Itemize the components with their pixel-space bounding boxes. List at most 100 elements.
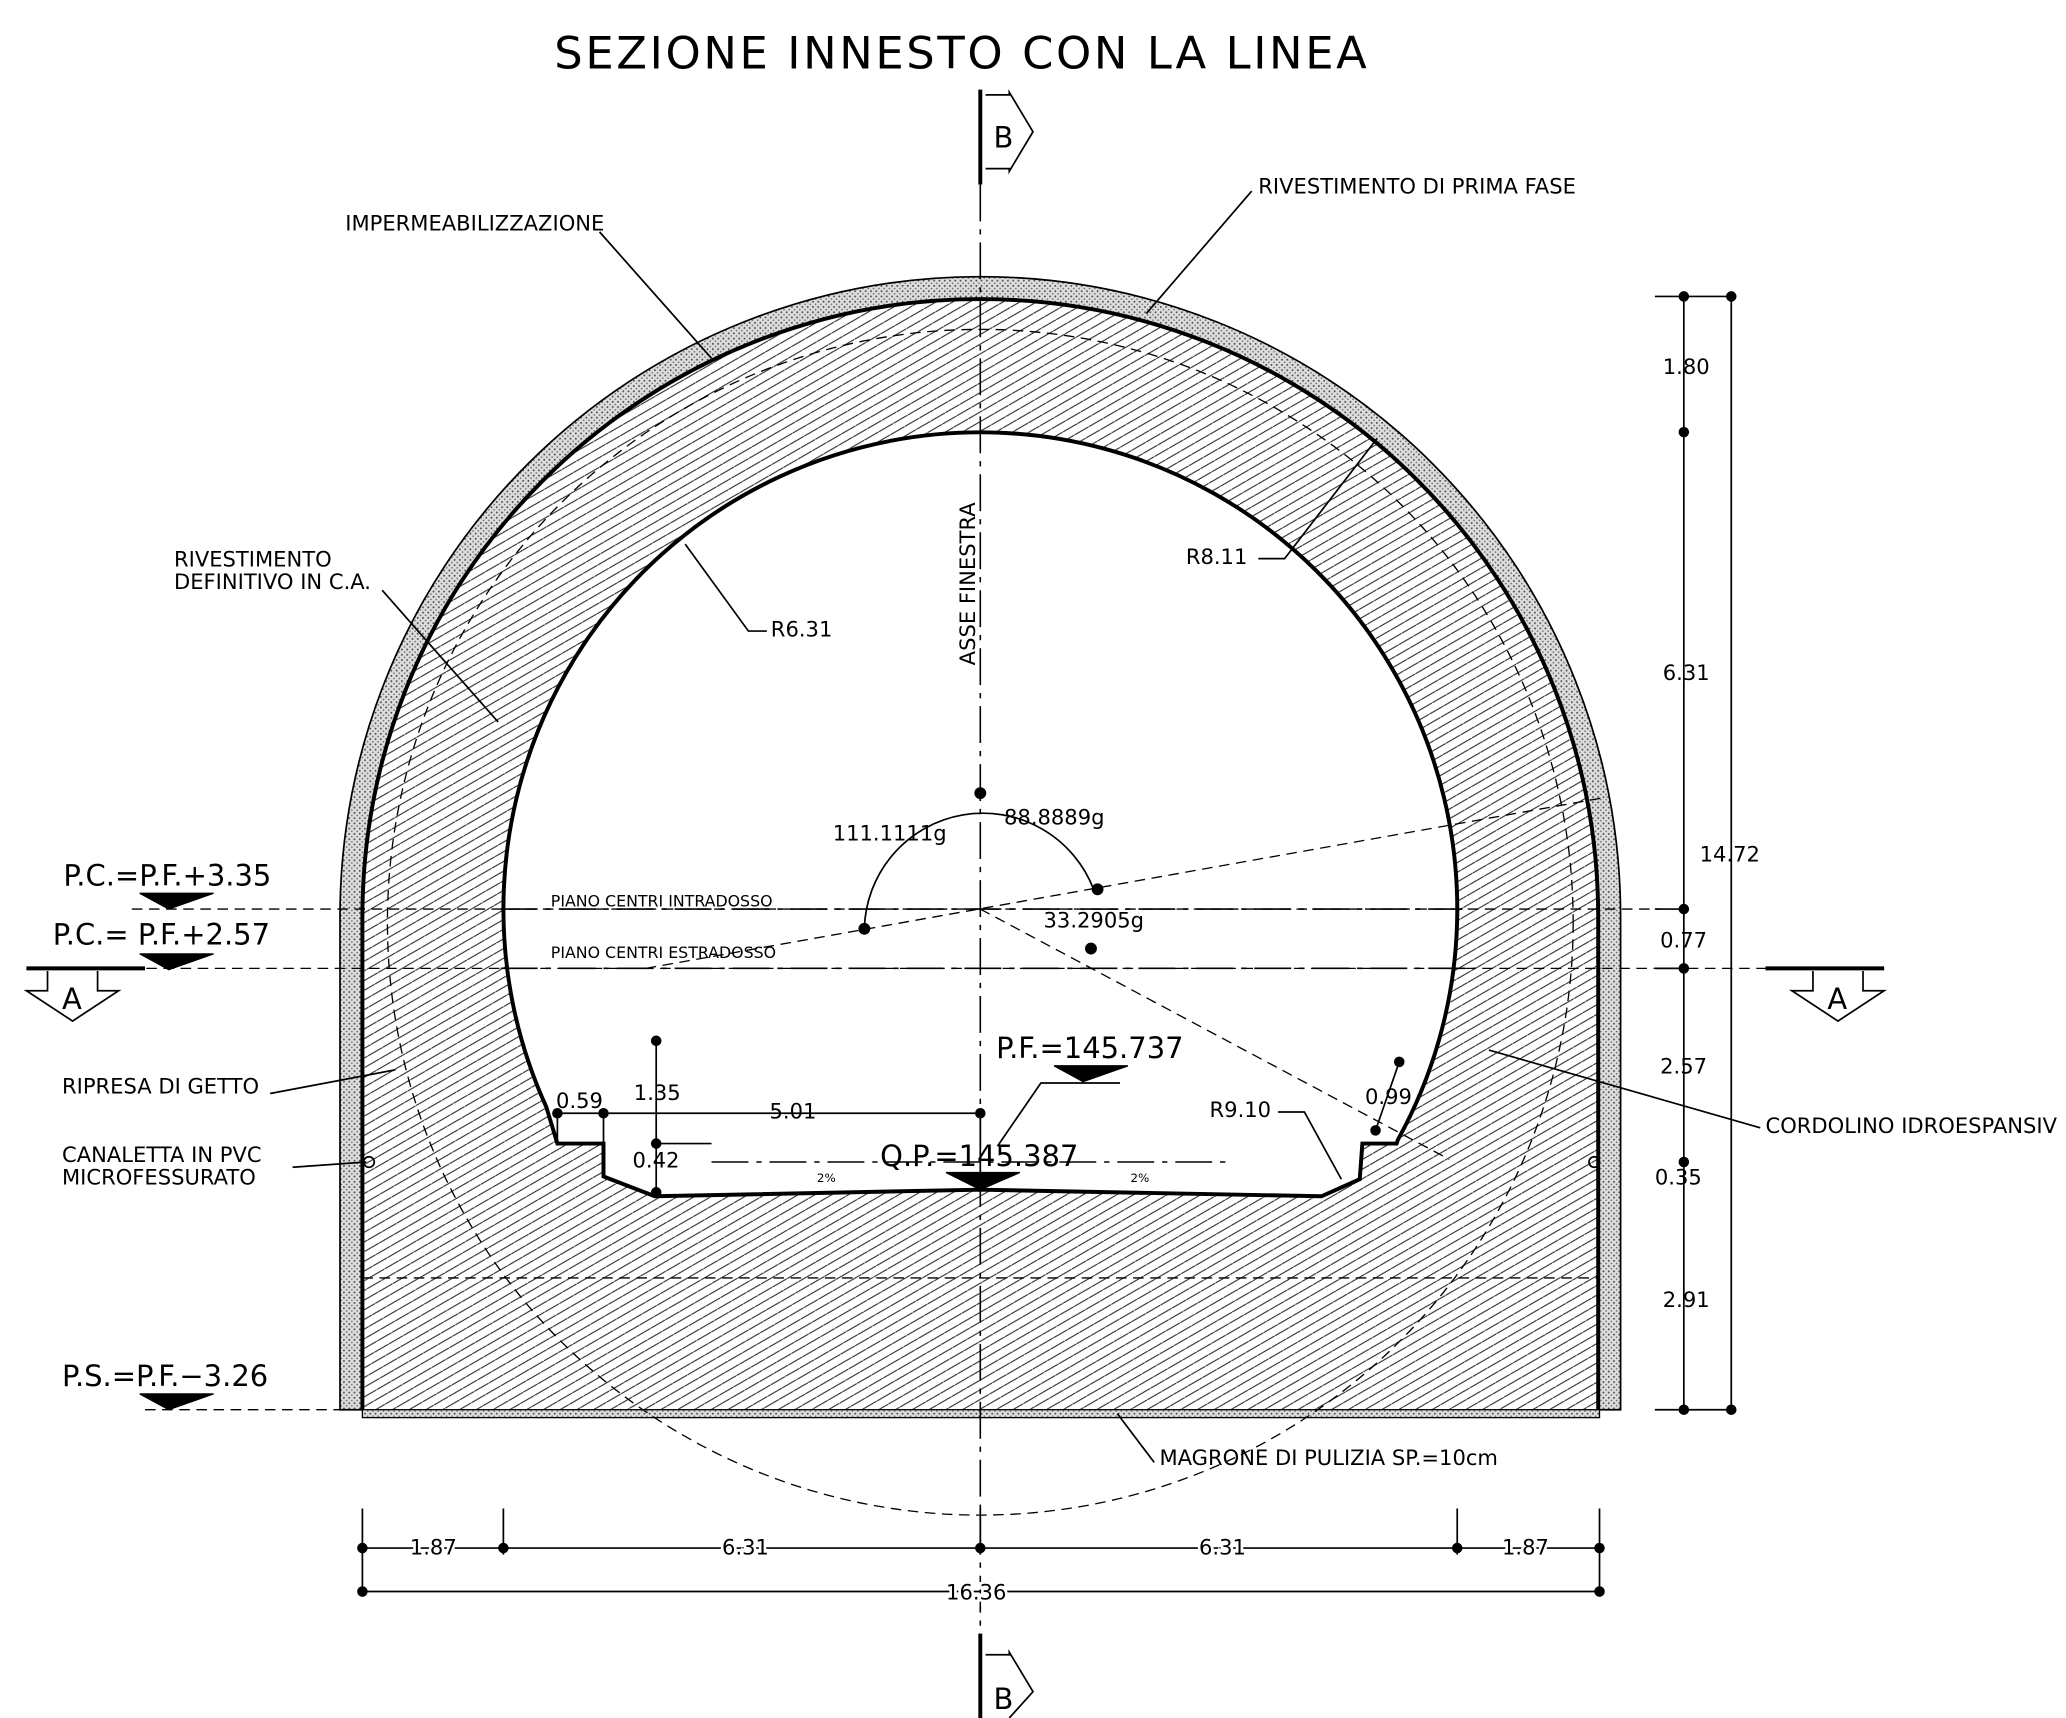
level: P.F.=145.737 [996, 1031, 1183, 1065]
point [1725, 291, 1737, 302]
level: P.S.=P.F.−3.26 [62, 1359, 268, 1393]
dimension: 2.91 [1663, 1287, 1710, 1312]
dimension: 1.35 [634, 1080, 681, 1105]
level: Q.P.=145.387 [880, 1139, 1078, 1173]
point [1393, 1056, 1405, 1068]
drain [1588, 1155, 1601, 1169]
dimension: 0.99 [1365, 1084, 1412, 1109]
point [1451, 1542, 1463, 1554]
radius: R9.10 [1210, 1097, 1272, 1122]
point [1678, 1156, 1690, 1168]
label: PIANO CENTRI ESTRADOSSO [551, 943, 776, 962]
radius: R8.11 [1186, 544, 1248, 569]
dimension: 0.59 [556, 1088, 603, 1113]
label: IMPERMEABILIZZAZIONE [345, 211, 604, 236]
leader [598, 231, 713, 359]
point [1370, 1125, 1381, 1136]
dimension: 16.36 [946, 1579, 1006, 1604]
leader [684, 543, 767, 632]
intrados [501, 430, 1460, 1199]
angle: 33.2905g [1044, 908, 1144, 933]
angle: 88.8889g [1004, 805, 1104, 830]
dimension: 6.31 [722, 1535, 769, 1560]
section-label: B [993, 121, 1013, 155]
level: P.C.= P.F.+2.57 [53, 918, 270, 952]
waterproofing [360, 297, 1601, 1410]
angle-arc [863, 812, 1095, 929]
label: PIANO CENTRI INTRADOSSO [551, 891, 773, 910]
dim [556, 1040, 1401, 1193]
point [1678, 426, 1690, 438]
label: RIVESTIMENTO DI PRIMA FASE [1258, 174, 1576, 199]
leader [1116, 1413, 1155, 1463]
level-triangle [139, 892, 214, 910]
point [1594, 1586, 1605, 1597]
axis-label: ASSE FINESTRA [955, 502, 980, 666]
dimension: 6.31 [1199, 1535, 1246, 1560]
section-label: B [993, 1682, 1013, 1716]
leaders [270, 190, 1761, 1463]
point [1678, 291, 1690, 302]
dimension: 5.01 [770, 1099, 817, 1124]
label: RIVESTIMENTO [174, 547, 332, 572]
point [650, 1187, 662, 1198]
leader [1258, 438, 1378, 560]
dimension: 1.80 [1663, 354, 1710, 379]
label: RIPRESA DI GETTO [62, 1074, 259, 1099]
angle: 111.1111g [833, 821, 947, 846]
label: CANALETTA IN PVC [62, 1142, 262, 1167]
point [650, 1035, 662, 1047]
leader [381, 589, 499, 723]
point [974, 787, 987, 800]
section-label: A [1827, 982, 1847, 1016]
radius-line [645, 796, 1608, 969]
slope: 2% [1130, 1171, 1149, 1185]
leader [292, 1161, 367, 1169]
title: SEZIONE INNESTO CON LA LINEA [554, 27, 1369, 80]
point [1594, 1542, 1605, 1554]
radius-line [979, 908, 1450, 1160]
level-triangle [945, 1171, 1021, 1191]
dimension: 1.87 [1502, 1535, 1549, 1560]
right-dimensions [1654, 291, 1737, 1415]
texts: SEZIONE INNESTO CON LA LINEA B B A A RIV… [53, 27, 2058, 1716]
level-triangle [1053, 1065, 1129, 1083]
leader [1488, 1049, 1761, 1129]
section-arrow [985, 89, 1034, 175]
dimension: 0.35 [1655, 1164, 1702, 1189]
point [975, 1108, 986, 1119]
point [1725, 1404, 1737, 1415]
point [357, 1542, 368, 1554]
level: P.C.=P.F.+3.35 [63, 858, 271, 892]
slope: 2% [817, 1171, 836, 1185]
point [858, 922, 871, 935]
point [1678, 1404, 1690, 1415]
point [598, 1108, 609, 1119]
leader [996, 1082, 1120, 1147]
tunnel-section [26, 184, 1885, 1647]
final-lining [362, 299, 1599, 1410]
dimension: 1.87 [410, 1535, 457, 1560]
point [1678, 903, 1690, 915]
label: MAGRONE DI PULIZIA SP.=10cm [1159, 1445, 1497, 1470]
label: CORDOLINO IDROESPANSIV [1766, 1113, 2058, 1138]
point [1085, 942, 1097, 955]
point [975, 1542, 986, 1554]
dim-dots [552, 1035, 1405, 1198]
point [650, 1138, 662, 1149]
level-triangle [139, 1393, 214, 1411]
bottom-dimensions [357, 1508, 1605, 1597]
dimension: 0.42 [632, 1147, 679, 1172]
label: DEFINITIVO IN C.A. [174, 569, 371, 594]
dimension: 0.77 [1660, 927, 1707, 952]
dim [1654, 295, 1733, 1411]
leader [1278, 1111, 1343, 1180]
point [1091, 883, 1104, 896]
label: MICROFESSURATO [62, 1164, 256, 1189]
point [1678, 963, 1690, 974]
leader [1145, 190, 1253, 315]
point [357, 1586, 368, 1597]
dimension: 2.57 [1660, 1054, 1707, 1079]
level-triangle [139, 953, 214, 971]
